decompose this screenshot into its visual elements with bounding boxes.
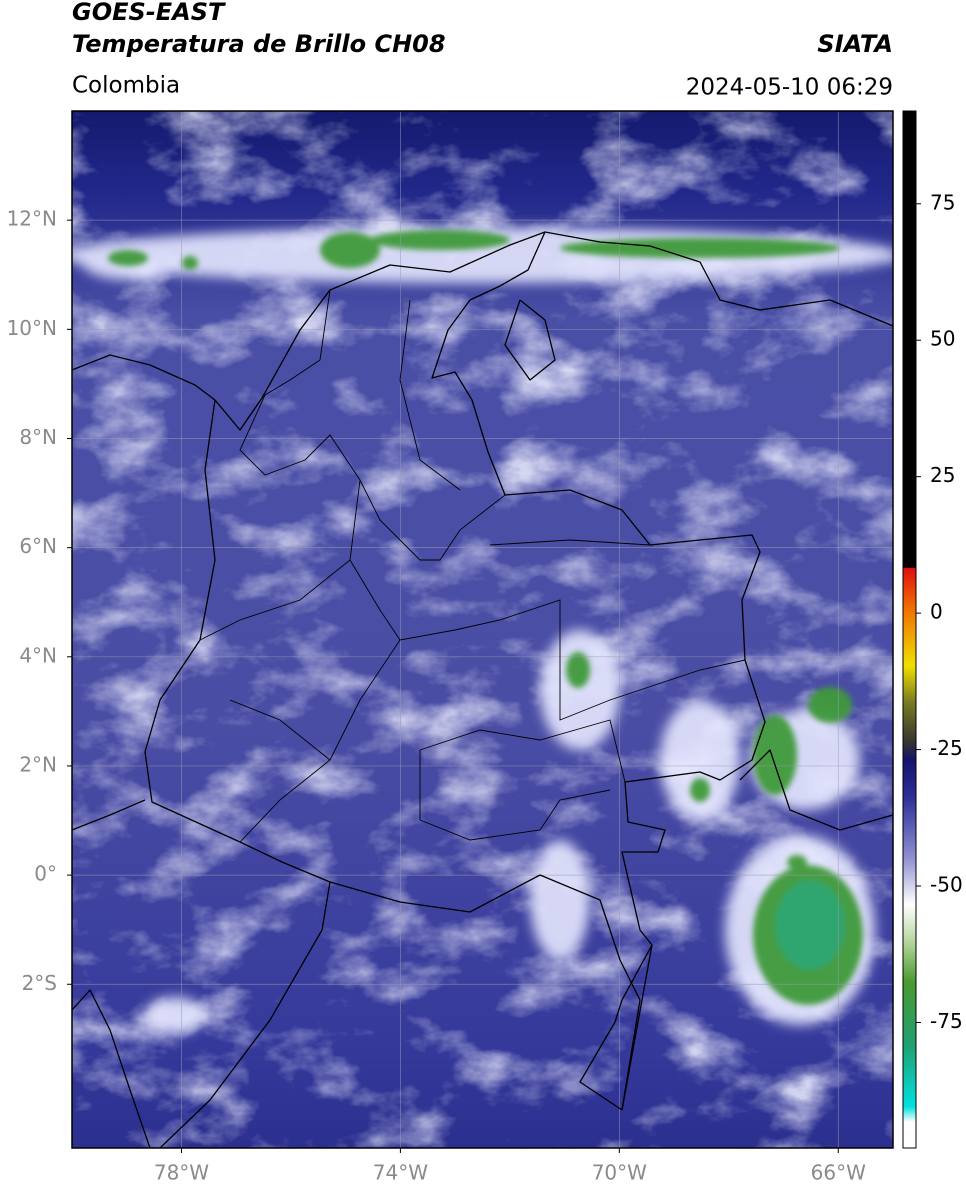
country-border (144, 399, 541, 913)
lon-tick-label: 78°W (154, 1161, 209, 1185)
subtitle: Temperatura de Brillo CH08 (72, 30, 446, 58)
department-border (229, 699, 331, 761)
department-border (419, 719, 626, 783)
map-frame (71, 110, 894, 1149)
department-border (489, 539, 651, 546)
department-border (199, 479, 361, 641)
country-border (539, 874, 641, 1111)
lat-tick-label: 12°N (7, 207, 57, 231)
coastline (72, 989, 151, 1148)
lat-tick-label: 10°N (7, 316, 57, 340)
source: SIATA (817, 30, 893, 58)
department-border (399, 299, 461, 491)
department-border (419, 750, 611, 841)
colorbar-tick-label: -75 (930, 1009, 963, 1033)
coastline (504, 299, 556, 381)
colorbar (902, 110, 917, 1149)
lon-tick-label: 74°W (373, 1161, 428, 1185)
country-border (739, 749, 893, 831)
lon-tick-label: 70°W (592, 1161, 647, 1185)
colorbar-tick-label: 50 (930, 327, 955, 351)
lat-tick-label: 2°S (22, 971, 57, 995)
region: Colombia (72, 73, 180, 99)
lat-tick-label: 2°N (19, 752, 57, 776)
colorbar-tick-label: -25 (930, 736, 963, 760)
timestamp: 2024-05-10 06:29 (686, 75, 893, 101)
country-border (544, 231, 893, 327)
colorbar-tick-label: 75 (930, 190, 955, 214)
title: GOES-EAST (72, 0, 226, 26)
colorbar-tick-label: -50 (930, 873, 963, 897)
country-border (72, 799, 146, 831)
lat-tick-label: 0° (34, 862, 57, 886)
department-border (349, 559, 746, 721)
satellite-image (72, 111, 893, 1148)
colorbar-tick-label: 25 (930, 463, 955, 487)
lat-tick-label: 6°N (19, 534, 57, 558)
department-border (239, 289, 506, 561)
lat-tick-label: 8°N (19, 425, 57, 449)
lat-tick-label: 4°N (19, 643, 57, 667)
country-border (159, 881, 331, 1148)
colorbar-tick-label: 0 (930, 600, 943, 624)
country-border (72, 354, 216, 401)
lon-tick-label: 66°W (811, 1161, 866, 1185)
